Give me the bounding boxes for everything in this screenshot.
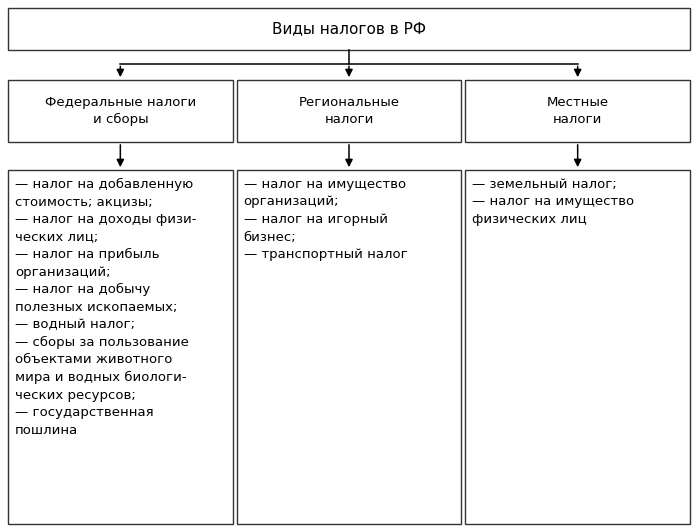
Text: Местные
налоги: Местные налоги	[547, 96, 609, 126]
Bar	[8, 8, 690, 50]
Bar	[237, 80, 461, 142]
Bar	[8, 170, 232, 524]
Text: — налог на добавленную
стоимость; акцизы;
— налог на доходы физи-
ческих лиц;
— : — налог на добавленную стоимость; акцизы…	[15, 178, 197, 437]
Bar	[466, 170, 690, 524]
Text: Региональные
налоги: Региональные налоги	[299, 96, 399, 126]
Bar	[8, 80, 232, 142]
Bar	[237, 170, 461, 524]
Text: Виды налогов в РФ: Виды налогов в РФ	[272, 21, 426, 37]
Text: Федеральные налоги
и сборы: Федеральные налоги и сборы	[45, 96, 196, 126]
Bar	[466, 80, 690, 142]
Text: — налог на имущество
организаций;
— налог на игорный
бизнес;
— транспортный нало: — налог на имущество организаций; — нало…	[244, 178, 408, 261]
Text: — земельный налог;
— налог на имущество
физических лиц: — земельный налог; — налог на имущество …	[473, 178, 634, 226]
